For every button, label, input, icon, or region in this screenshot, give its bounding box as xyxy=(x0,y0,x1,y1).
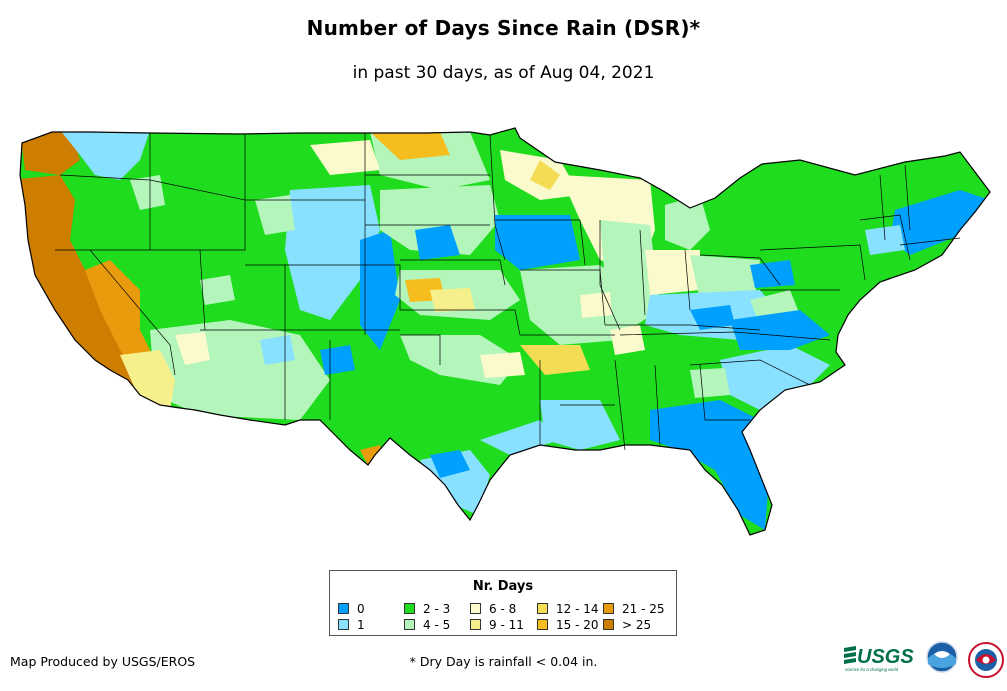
legend-title: Nr. Days xyxy=(472,579,534,594)
map-region xyxy=(175,332,210,365)
legend-item-2: 2 - 3 xyxy=(404,602,450,616)
map-region xyxy=(85,260,155,380)
map-region xyxy=(370,132,450,160)
map-region xyxy=(650,400,770,530)
map-region xyxy=(890,190,990,255)
noaa-logo-icon xyxy=(926,641,958,673)
map-region xyxy=(690,255,760,300)
us-days-since-rain-map xyxy=(19,127,991,536)
map-credit: Map Produced by USGS/EROS xyxy=(10,654,196,669)
nws-logo-icon xyxy=(968,642,1004,678)
legend-label: 4 - 5 xyxy=(423,618,451,632)
legend-item-5: 9 - 11 xyxy=(470,618,524,632)
map-region xyxy=(285,185,380,320)
usgs-logo-icon: USGS science for a changing world xyxy=(844,646,914,672)
agency-logos: USGS science for a changing world xyxy=(844,641,1004,678)
legend-swatch xyxy=(537,619,548,630)
map-region xyxy=(495,215,580,270)
map-region xyxy=(600,220,660,335)
legend-item-1: 1 xyxy=(338,618,365,632)
legend-swatch xyxy=(603,603,614,614)
legend-swatch xyxy=(537,603,548,614)
map-region xyxy=(360,230,400,350)
legend-label: 6 - 8 xyxy=(489,602,517,616)
legend-label: 1 xyxy=(357,618,365,632)
map-title: Number of Days Since Rain (DSR)* xyxy=(306,16,701,40)
map-region xyxy=(415,225,460,260)
legend-label: 15 - 20 xyxy=(556,618,599,632)
map-region xyxy=(720,345,830,410)
map-region xyxy=(690,305,735,330)
map-region xyxy=(750,260,795,288)
map-region xyxy=(520,345,590,375)
map-region xyxy=(130,175,165,210)
legend-item-9: > 25 xyxy=(603,618,651,632)
legend-label: > 25 xyxy=(622,618,652,632)
legend-swatch xyxy=(404,619,415,630)
map-region xyxy=(690,368,730,398)
legend-swatch xyxy=(338,603,349,614)
map-region xyxy=(255,195,295,235)
map-region xyxy=(540,400,620,450)
legend-label: 0 xyxy=(357,602,365,616)
map-subtitle: in past 30 days, as of Aug 04, 2021 xyxy=(352,63,655,83)
dry-day-footnote: * Dry Day is rainfall < 0.04 in. xyxy=(409,654,598,669)
map-region xyxy=(480,352,525,378)
legend-item-4: 6 - 8 xyxy=(470,602,516,616)
legend-swatch xyxy=(470,603,481,614)
legend: Nr. Days 0 1 2 - 3 4 - 5 6 - 8 9 - 11 12… xyxy=(329,570,677,636)
map-region xyxy=(665,195,710,250)
map-region xyxy=(260,335,295,365)
map-region xyxy=(200,275,235,305)
map-region xyxy=(120,350,175,410)
legend-swatch xyxy=(404,603,415,614)
map-region xyxy=(430,288,475,312)
state-boundaries xyxy=(55,133,961,451)
legend-item-7: 15 - 20 xyxy=(537,618,599,632)
legend-item-3: 4 - 5 xyxy=(404,618,450,632)
map-region xyxy=(310,140,380,175)
map-region xyxy=(20,130,80,175)
legend-swatch xyxy=(338,619,349,630)
usgs-tagline: science for a changing world xyxy=(845,667,899,672)
map-region xyxy=(60,130,150,180)
legend-label: 2 - 3 xyxy=(423,602,451,616)
legend-item-6: 12 - 14 xyxy=(537,602,599,616)
legend-label: 9 - 11 xyxy=(489,618,524,632)
map-region xyxy=(320,345,355,375)
usgs-wordmark: USGS xyxy=(857,646,914,668)
legend-swatch xyxy=(603,619,614,630)
legend-label: 12 - 14 xyxy=(556,602,599,616)
map-region xyxy=(730,310,830,350)
legend-item-0: 0 xyxy=(338,602,365,616)
legend-item-8: 21 - 25 xyxy=(603,602,665,616)
legend-label: 21 - 25 xyxy=(622,602,665,616)
map-region xyxy=(380,185,500,255)
map-region xyxy=(530,160,560,190)
map-region xyxy=(610,325,645,355)
map-region xyxy=(580,292,612,318)
legend-swatch xyxy=(470,619,481,630)
map-region xyxy=(430,450,470,478)
